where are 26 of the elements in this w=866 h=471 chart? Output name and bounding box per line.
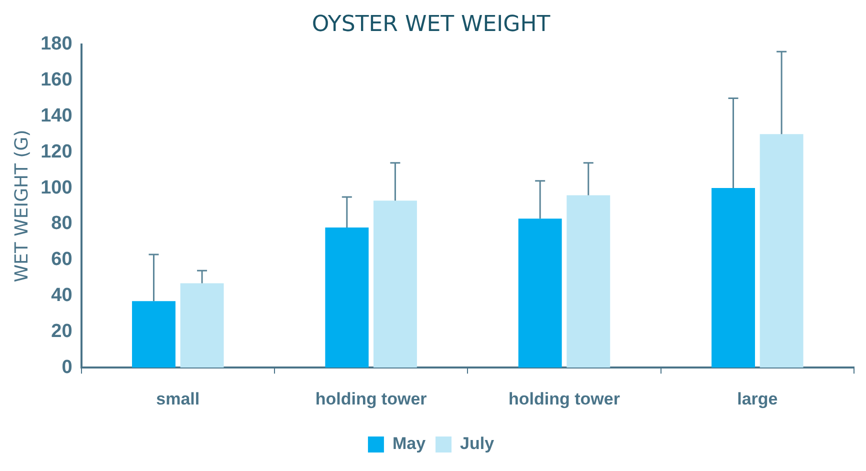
y-tick-label: 180	[40, 34, 72, 55]
y-axis-title: WET WEIGHT (G)	[11, 130, 32, 282]
x-tick-label: holding tower	[315, 389, 428, 408]
bar	[712, 188, 755, 368]
x-tick-label: holding tower	[508, 389, 620, 408]
legend-label: July	[460, 434, 495, 454]
x-tick-label: large	[737, 389, 778, 408]
y-tick-label: 80	[51, 213, 72, 234]
y-tick-label: 120	[40, 141, 72, 162]
bar	[760, 134, 804, 368]
bar	[180, 283, 224, 368]
x-tick-label: small	[156, 389, 200, 408]
y-tick-label: 140	[40, 105, 72, 126]
y-tick-label: 160	[40, 70, 72, 91]
y-tick-label: 60	[51, 249, 72, 270]
legend-label: May	[392, 434, 426, 454]
y-tick-label: 40	[51, 285, 72, 306]
bar	[566, 195, 610, 368]
bar	[132, 301, 176, 368]
y-tick-label: 100	[40, 177, 72, 198]
bar	[373, 200, 417, 368]
bar	[518, 218, 562, 368]
bar	[325, 228, 369, 368]
y-tick-label: 20	[51, 320, 72, 342]
y-tick-label: 0	[62, 356, 72, 378]
chart-title: OYSTER WET WEIGHT	[312, 12, 551, 37]
